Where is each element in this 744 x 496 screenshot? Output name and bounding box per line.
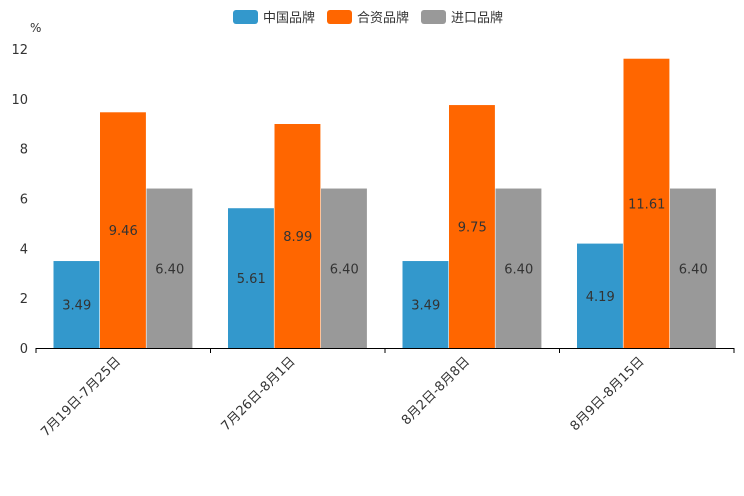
legend-item-import-brand[interactable]: 进口品牌 <box>421 7 503 26</box>
legend-label-import-brand: 进口品牌 <box>451 11 504 26</box>
bar[interactable] <box>449 105 495 348</box>
bar-value-label: 6.40 <box>155 262 184 277</box>
bar[interactable] <box>577 243 623 348</box>
legend-label-joint-venture-brand: 合资品牌 <box>357 11 410 26</box>
bar-value-label: 5.61 <box>237 272 266 287</box>
bar-value-label: 6.40 <box>679 262 708 277</box>
y-tick-label: 0 <box>20 342 28 357</box>
bar[interactable] <box>321 188 367 348</box>
legend-swatch-import-brand <box>421 9 447 24</box>
x-tick-label: 8月9日-8月15日 <box>568 354 648 434</box>
legend-swatch-china-brand <box>233 9 258 24</box>
bar-value-label: 9.46 <box>109 224 138 239</box>
y-tick-label: 8 <box>20 143 28 158</box>
bar[interactable] <box>495 188 542 348</box>
y-tick-label: 10 <box>11 93 28 108</box>
bar[interactable] <box>53 261 100 348</box>
bar[interactable] <box>274 123 321 348</box>
bar-value-label: 4.19 <box>586 290 615 305</box>
bar[interactable] <box>228 208 274 348</box>
bar-value-label: 6.40 <box>504 262 533 277</box>
bar[interactable] <box>402 261 449 348</box>
legend-item-china-brand[interactable]: 中国品牌 <box>233 7 315 26</box>
bar[interactable] <box>100 112 146 348</box>
y-tick-label: 2 <box>20 292 28 307</box>
bar-value-label: 3.49 <box>411 299 440 314</box>
x-tick-label: 8月2日-8月8日 <box>399 354 473 428</box>
y-axis-unit: % <box>30 21 42 35</box>
bar[interactable] <box>670 188 716 348</box>
x-tick-label: 7月19日-7月25日 <box>38 354 124 440</box>
y-tick-label: 6 <box>20 193 28 208</box>
bar-value-label: 3.49 <box>62 299 91 314</box>
bar-value-label: 11.61 <box>628 197 665 212</box>
bar[interactable] <box>623 58 670 348</box>
legend: 中国品牌 合资品牌 进口品牌 <box>233 7 503 26</box>
x-tick-label: 7月26日-8月1日 <box>219 354 299 434</box>
bar-value-label: 9.75 <box>458 221 487 236</box>
bar-value-label: 8.99 <box>283 230 312 245</box>
legend-swatch-joint-venture-brand <box>327 9 353 24</box>
bar[interactable] <box>146 188 193 348</box>
y-tick-label: 4 <box>20 242 28 257</box>
legend-label-china-brand: 中国品牌 <box>263 11 316 26</box>
y-tick-label: 12 <box>11 43 28 58</box>
legend-item-joint-venture-brand[interactable]: 合资品牌 <box>327 7 409 26</box>
bar-value-label: 6.40 <box>330 262 359 277</box>
